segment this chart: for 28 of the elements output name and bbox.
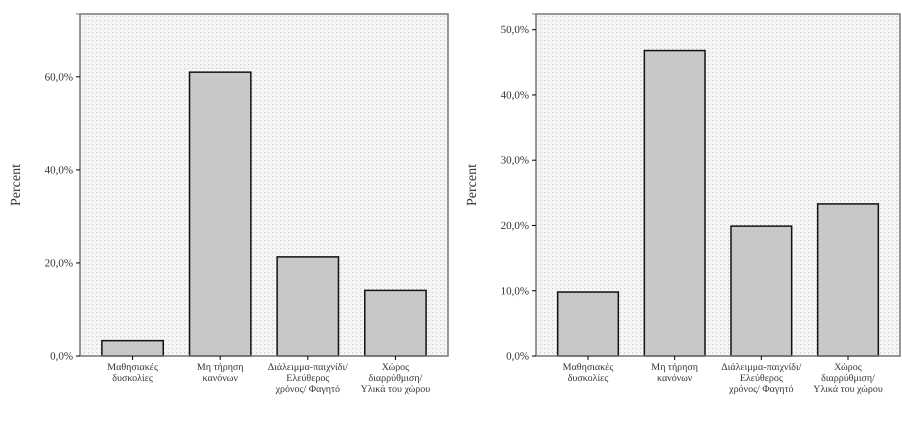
bar bbox=[188, 71, 252, 357]
bar bbox=[644, 50, 706, 357]
x-tick-label: Μη τήρηση κανόνων bbox=[651, 362, 698, 384]
bar bbox=[556, 291, 620, 357]
bar bbox=[276, 256, 340, 357]
bar bbox=[364, 290, 427, 357]
y-tick-label: 40,0% bbox=[500, 89, 529, 102]
bar bbox=[730, 225, 792, 357]
y-tick-label: 40,0% bbox=[44, 164, 73, 176]
x-tick-label: Χώρος διαρρύθμιση/ Υλικά του χώρου bbox=[360, 362, 430, 396]
y-axis-title: Percent bbox=[9, 164, 24, 206]
y-tick-label: 60,0% bbox=[44, 71, 73, 84]
x-tick-label: Χώρος διαρρύθμιση/ Υλικά του χώρου bbox=[813, 362, 883, 396]
y-tick-label: 0,0% bbox=[50, 350, 73, 363]
y-tick-label: 50,0% bbox=[500, 24, 529, 36]
x-tick-label: Διάλειμμα-παιχνίδι/ Ελεύθερος χρόνος/ Φαγητό bbox=[268, 362, 348, 396]
x-tick-label: Μη τήρηση κανόνων bbox=[196, 362, 244, 384]
x-tick-label: Μαθησιακές δυσκολίες bbox=[107, 362, 158, 384]
y-tick-label: 30,0% bbox=[500, 154, 529, 167]
x-tick-label: Μαθησιακές δυσκολίες bbox=[562, 362, 614, 384]
bar bbox=[101, 340, 164, 357]
y-tick-label: 10,0% bbox=[500, 285, 529, 298]
y-tick-label: 20,0% bbox=[500, 220, 529, 232]
bar bbox=[816, 203, 880, 357]
y-axis-title: Percent bbox=[465, 164, 480, 206]
y-tick-label: 0,0% bbox=[506, 350, 529, 363]
x-tick-label: Διάλειμμα-παιχνίδι/ Ελεύθερος χρόνος/ Φαγητό bbox=[721, 362, 802, 396]
y-tick-label: 20,0% bbox=[44, 257, 73, 270]
